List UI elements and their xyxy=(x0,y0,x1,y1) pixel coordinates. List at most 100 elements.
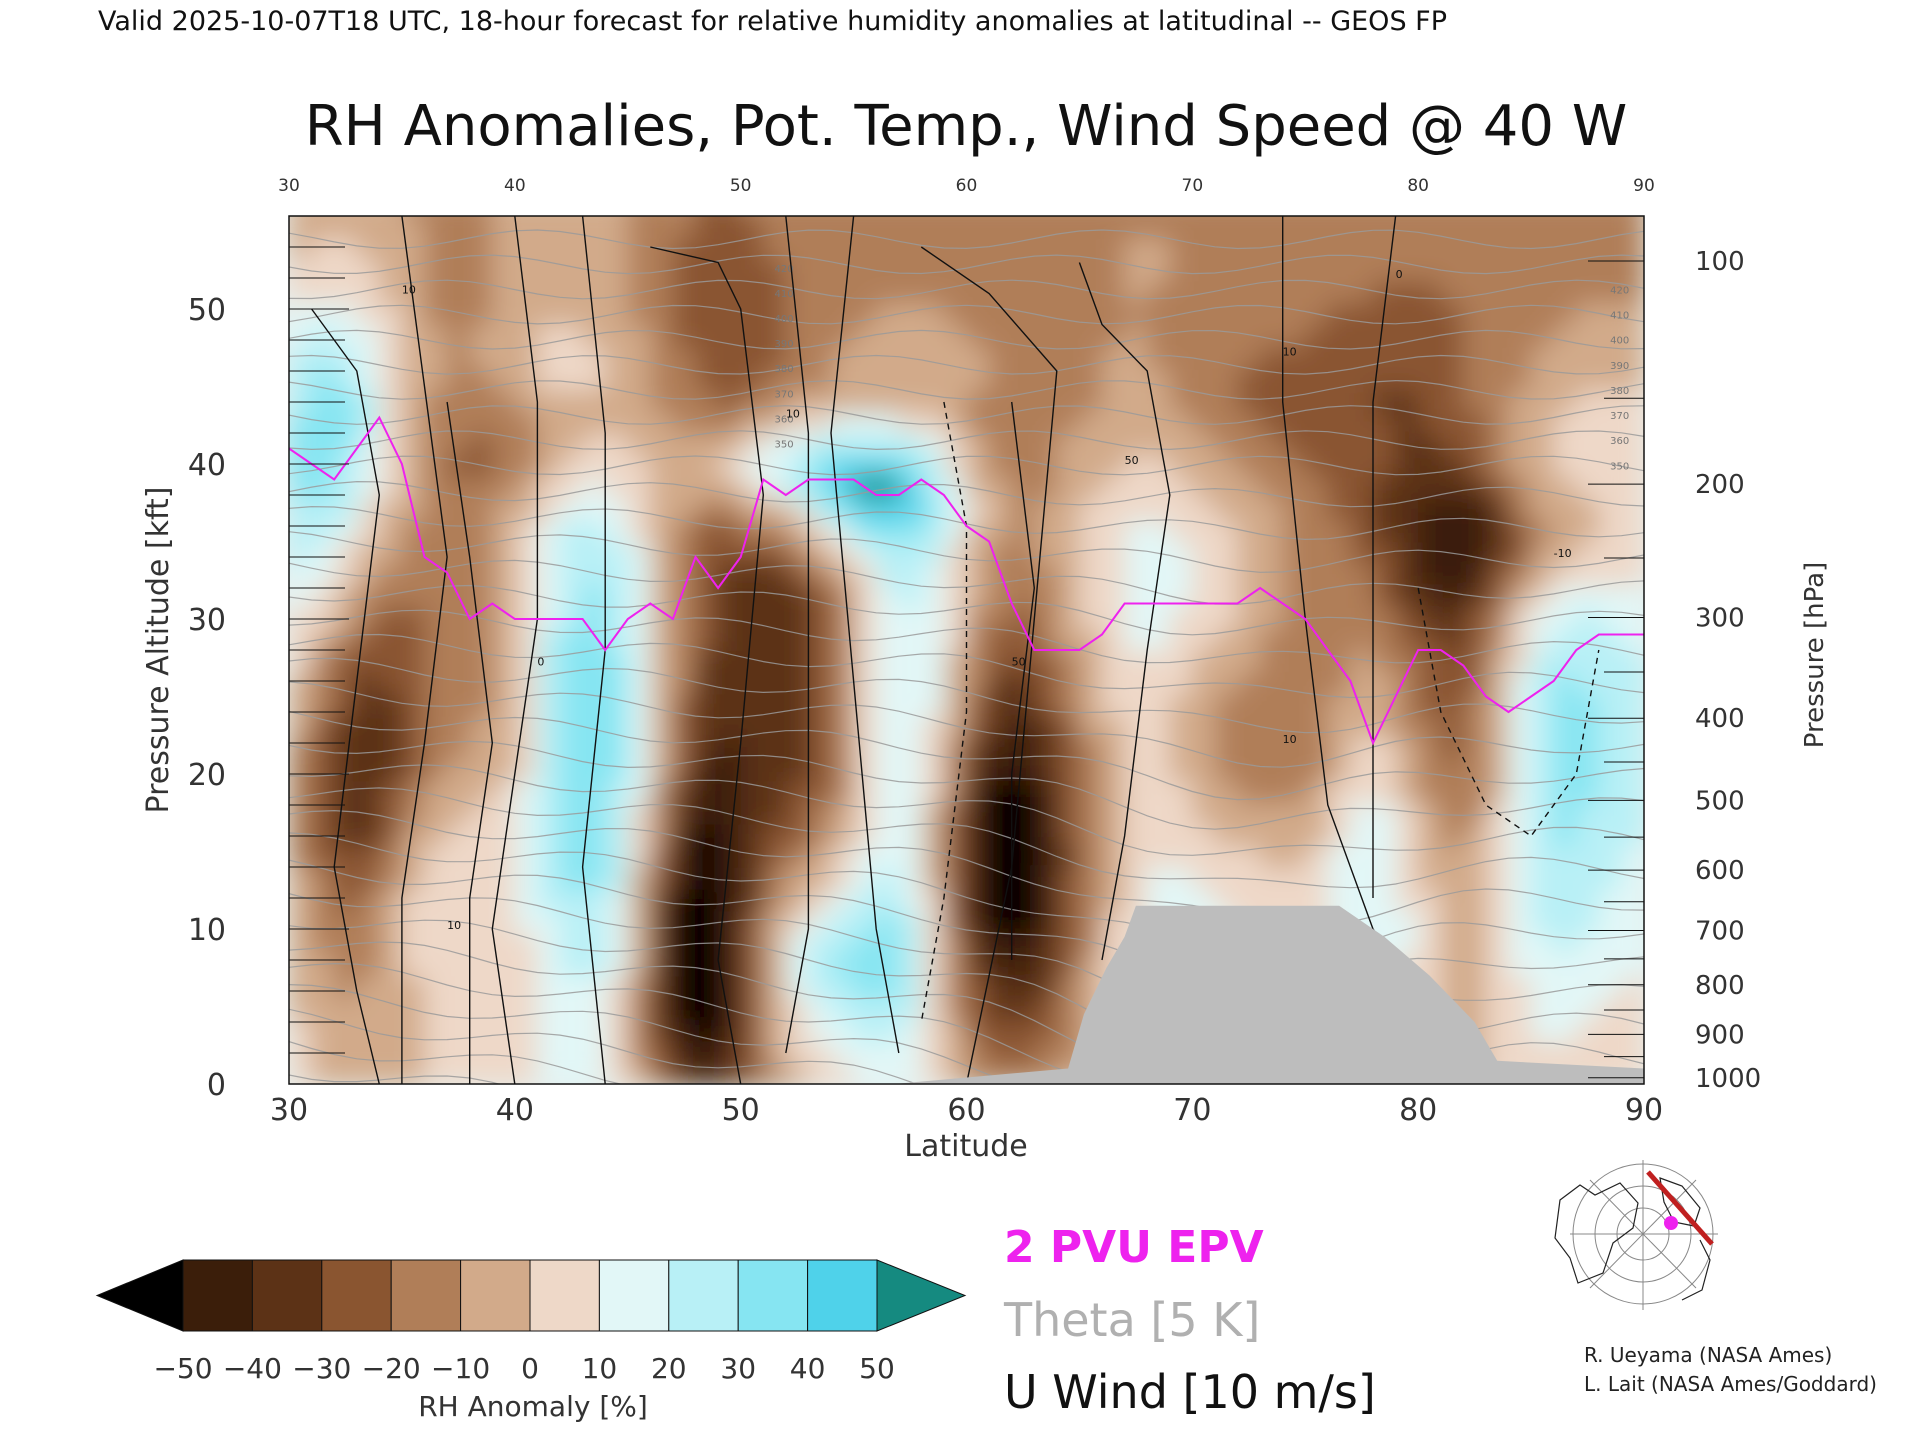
rh-cell xyxy=(763,650,787,673)
rh-cell xyxy=(1553,932,1578,955)
rh-cell xyxy=(876,953,900,977)
rh-cell xyxy=(1373,324,1397,348)
rh-cell xyxy=(1463,780,1487,803)
rh-cell xyxy=(808,888,832,912)
rh-cell xyxy=(514,823,539,847)
rh-cell xyxy=(1418,324,1442,348)
rh-cell xyxy=(921,888,945,912)
rh-cell xyxy=(627,1040,652,1064)
rh-cell xyxy=(1102,237,1126,261)
rh-cell xyxy=(808,302,832,326)
rh-cell xyxy=(1011,867,1036,890)
pressure-tick-label: 400 xyxy=(1695,704,1745,734)
rh-cell xyxy=(1011,237,1036,261)
rh-cell xyxy=(650,541,674,565)
rh-cell xyxy=(289,758,313,782)
rh-cell xyxy=(695,758,720,782)
rh-cell xyxy=(695,389,720,413)
x-tick-label: 50 xyxy=(722,1093,760,1128)
rh-cell xyxy=(763,1040,787,1064)
rh-cell xyxy=(1147,693,1171,717)
rh-cell xyxy=(334,736,358,760)
rh-cell xyxy=(831,216,855,239)
rh-cell xyxy=(808,324,832,348)
rh-cell xyxy=(605,563,629,586)
x-top-tick-label: 80 xyxy=(1407,176,1429,196)
rh-cell xyxy=(582,888,607,912)
rh-cell xyxy=(447,216,471,239)
rh-cell xyxy=(1282,801,1307,825)
rh-cell xyxy=(695,346,720,369)
rh-cell xyxy=(1124,216,1149,217)
rh-cell xyxy=(1418,454,1442,478)
rh-cell xyxy=(1576,498,1600,521)
rh-cell xyxy=(1327,671,1352,695)
rh-cell xyxy=(989,888,1013,912)
rh-cell xyxy=(1508,563,1533,586)
rh-cell xyxy=(1282,693,1307,717)
rh-cell xyxy=(1531,867,1555,890)
rh-cell xyxy=(605,780,629,803)
rh-cell xyxy=(311,346,336,369)
rh-cell xyxy=(401,584,426,608)
rh-cell xyxy=(718,584,742,608)
rh-cell xyxy=(966,823,991,847)
rh-cell xyxy=(966,693,991,717)
rh-cell xyxy=(1508,1040,1533,1064)
rh-cell xyxy=(605,932,629,955)
rh-cell xyxy=(1147,302,1171,326)
rh-cell xyxy=(650,606,674,630)
rh-cell xyxy=(1011,519,1036,543)
rh-cell xyxy=(1214,736,1239,760)
rh-cell xyxy=(334,259,358,283)
y-tick-label: 50 xyxy=(188,293,226,328)
rh-cell xyxy=(876,801,900,825)
rh-cell xyxy=(853,302,878,326)
rh-cell xyxy=(311,801,336,825)
rh-cell xyxy=(289,780,313,803)
rh-cell xyxy=(560,801,584,825)
rh-cell xyxy=(1373,628,1397,651)
rh-cell xyxy=(718,411,742,434)
rh-cell xyxy=(1079,498,1103,521)
rh-cell xyxy=(695,801,720,825)
rh-cell xyxy=(1508,367,1533,391)
rh-cell xyxy=(1124,780,1149,803)
rh-cell xyxy=(966,715,991,738)
rh-cell xyxy=(695,216,720,239)
rh-cell xyxy=(1531,411,1555,434)
rh-cell xyxy=(831,433,855,456)
rh-cell xyxy=(740,910,765,934)
rh-cell xyxy=(1395,563,1420,586)
rh-cell xyxy=(1350,780,1374,803)
rh-cell xyxy=(605,1018,629,1042)
rh-cell xyxy=(424,845,449,868)
rh-cell xyxy=(1373,845,1397,868)
rh-cell xyxy=(1463,736,1487,760)
x-tick-label: 30 xyxy=(270,1093,308,1128)
rh-cell xyxy=(537,997,561,1020)
rh-cell xyxy=(1576,476,1600,500)
rh-cell xyxy=(966,910,991,934)
rh-cell xyxy=(853,281,878,304)
rh-cell xyxy=(1553,693,1578,717)
rh-cell xyxy=(289,216,313,217)
rh-cell xyxy=(672,867,697,890)
rh-cell xyxy=(1621,498,1644,521)
rh-cell xyxy=(560,888,584,912)
rh-cell xyxy=(740,1040,765,1064)
rh-cell xyxy=(1576,867,1600,890)
rh-cell xyxy=(808,758,832,782)
rh-cell xyxy=(808,281,832,304)
rh-cell xyxy=(1011,758,1036,782)
rh-cell xyxy=(1553,715,1578,738)
rh-cell xyxy=(1553,454,1578,478)
rh-cell xyxy=(311,367,336,391)
rh-cell xyxy=(1260,563,1284,586)
rh-cell xyxy=(1305,563,1329,586)
x-top-tick-label: 70 xyxy=(1182,176,1204,196)
colorbar-swatch xyxy=(737,1259,809,1332)
rh-cell xyxy=(785,715,810,738)
rh-cell xyxy=(1350,259,1374,283)
